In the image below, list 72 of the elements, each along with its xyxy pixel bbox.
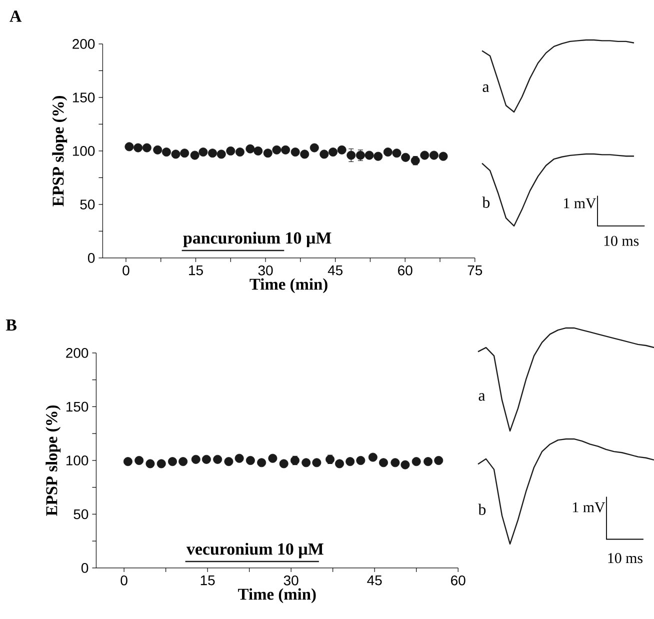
point [226,146,236,156]
series-label: vecuronium 10 µM [186,542,324,558]
chart-title: A [10,10,22,22]
point [190,150,200,160]
y-tick-label: 150 [66,402,88,412]
y-tick-label: 0 [88,253,95,263]
series-label: b [478,504,486,515]
series-label: b [482,196,490,208]
series-label: pancuronium 10 µM [183,232,332,248]
point [272,145,282,154]
point [281,145,290,154]
y-tick-label: 0 [81,563,88,573]
x-tick-label: 30 [258,265,273,276]
point [171,150,180,159]
point [290,148,300,157]
x-tick-label: 45 [328,266,342,276]
y-tick-label: 150 [72,92,95,102]
point [162,148,171,157]
point [364,150,374,160]
point [180,148,190,158]
text: 10 ms [608,553,642,564]
point [134,143,143,152]
x-axis-title: Time (min) [238,588,316,604]
y-tick-label: 100 [66,456,88,466]
x-tick-label: 75 [468,266,482,276]
point [216,150,226,159]
point [356,150,365,160]
point [429,150,438,160]
x-tick-label: 60 [398,265,412,276]
x-tick-label: 0 [120,575,128,586]
y-tick-label: 50 [80,200,95,210]
point [208,148,218,158]
point [198,148,208,157]
text: 10 ms [604,236,639,246]
point [124,142,134,152]
point [374,152,383,161]
point [320,150,329,159]
point [392,148,402,158]
point [337,145,346,154]
point [383,148,392,157]
x-tick-label: 15 [200,576,215,586]
point [328,148,338,157]
point [410,156,420,166]
point [420,150,430,160]
point [254,146,263,156]
annotation: 1 mV [572,502,606,512]
y-tick-label: 200 [66,348,88,358]
y-axis-title: EPSP slope (%) [46,406,61,516]
point [263,148,272,158]
y-tick-label: 100 [72,146,95,156]
series-label: a [482,84,490,92]
series-label: a [478,393,486,401]
annotation: 1 mV [564,198,596,208]
y-tick-label: 50 [74,509,88,520]
point [310,143,319,152]
point [142,143,152,152]
x-tick-label: 15 [189,266,203,276]
y-tick-label: 200 [72,39,95,49]
x-tick-label: 60 [451,575,466,586]
point [246,144,255,154]
x-axis-title: Time (min) [250,278,328,294]
x-tick-label: 0 [122,265,130,276]
chart-title: B [6,319,16,331]
x-tick-label: 45 [367,576,382,586]
y-axis-title: EPSP slope (%) [52,96,68,206]
point [346,150,356,160]
point [235,148,244,157]
point [438,152,448,161]
point [300,150,310,159]
point [153,145,162,154]
x-tick-label: 30 [284,575,298,586]
point [401,152,410,162]
